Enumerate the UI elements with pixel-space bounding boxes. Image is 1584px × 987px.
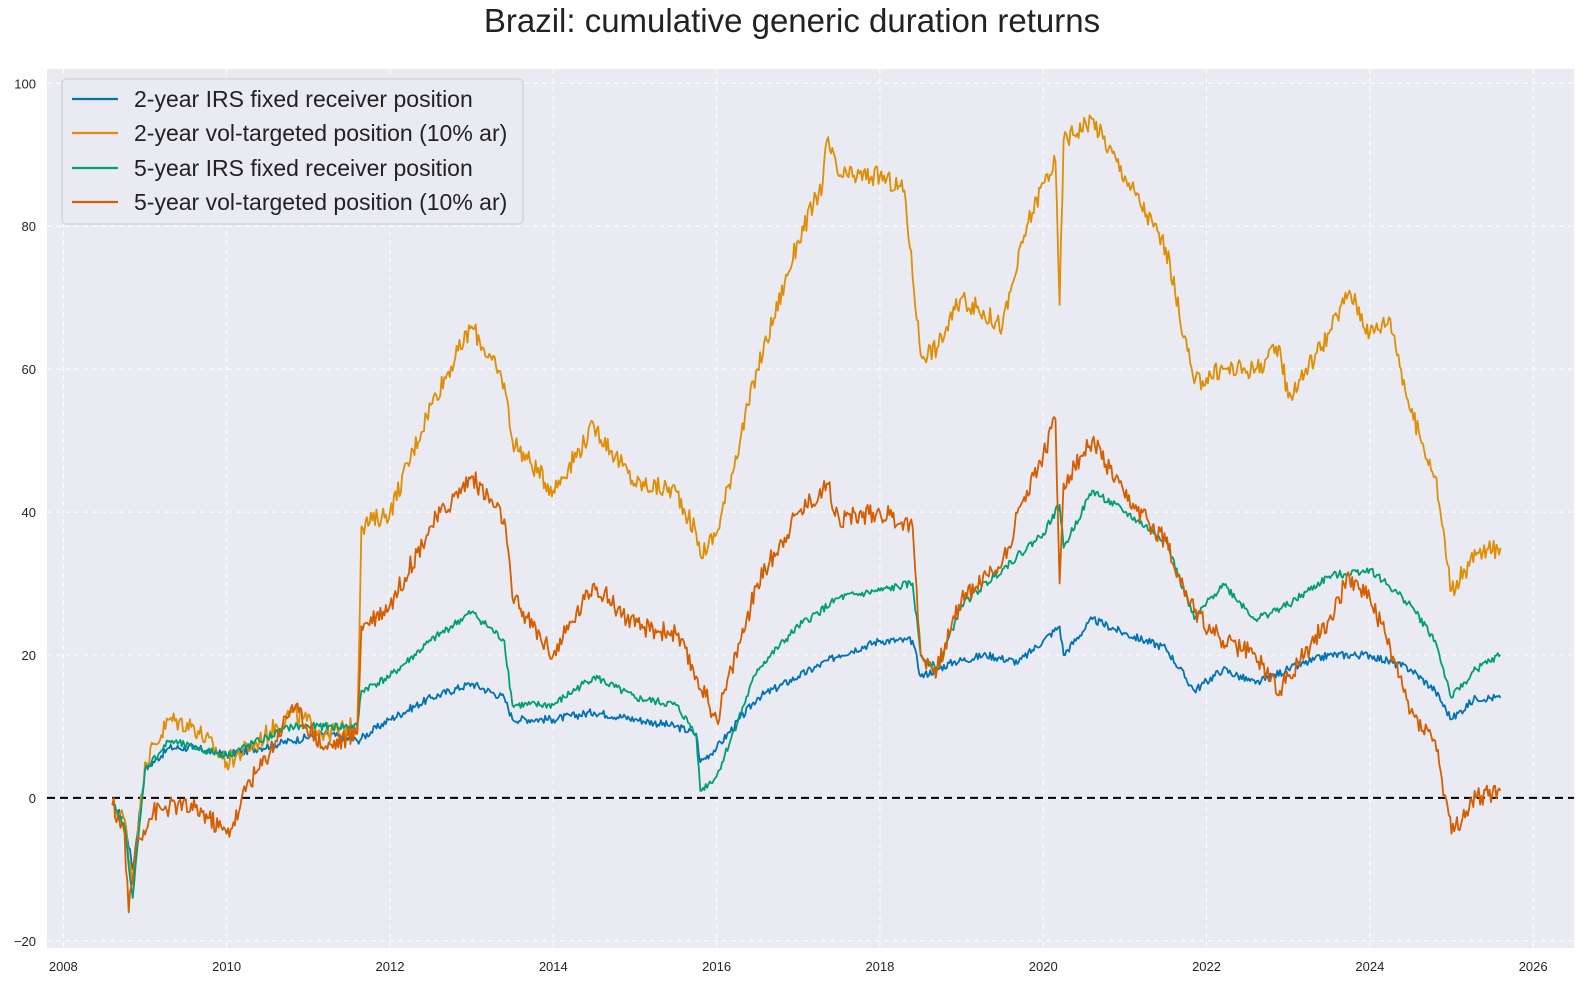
legend-label-5y-irs: 5-year IRS fixed receiver position <box>134 155 473 181</box>
x-tick-label: 2014 <box>539 959 568 974</box>
series-group <box>111 114 1502 914</box>
y-axis: −20 0 20 40 60 80 100 <box>14 76 36 949</box>
x-axis: 2008 2010 2012 2014 2016 2018 2020 2022 2024 2026 <box>49 959 1548 974</box>
series-line-5y-vol <box>111 416 1502 914</box>
y-tick-label: 0 <box>29 791 36 806</box>
legend-label-5y-vol: 5-year vol-targeted position (10% ar) <box>134 189 507 215</box>
y-tick-label: 80 <box>22 219 36 234</box>
chart-title: Brazil: cumulative generic duration retu… <box>483 2 1101 39</box>
x-tick-label: 2016 <box>702 959 731 974</box>
x-tick-label: 2022 <box>1192 959 1221 974</box>
legend: 2-year IRS fixed receiver position 2-yea… <box>61 78 524 225</box>
series-line-5y-irs <box>111 489 1502 899</box>
y-tick-label: 60 <box>22 362 36 377</box>
legend-box <box>61 78 524 225</box>
x-tick-label: 2024 <box>1355 959 1384 974</box>
y-tick-label: 100 <box>14 76 36 91</box>
y-tick-label: −20 <box>14 934 36 949</box>
x-tick-label: 2012 <box>376 959 405 974</box>
legend-label-2y-irs: 2-year IRS fixed receiver position <box>134 86 473 112</box>
x-tick-label: 2018 <box>865 959 894 974</box>
legend-label-2y-vol: 2-year vol-targeted position (10% ar) <box>134 120 507 146</box>
x-tick-label: 2026 <box>1519 959 1548 974</box>
y-tick-label: 40 <box>22 505 36 520</box>
y-tick-label: 20 <box>22 648 36 663</box>
x-tick-label: 2020 <box>1029 959 1058 974</box>
x-tick-label: 2008 <box>49 959 78 974</box>
x-tick-label: 2010 <box>212 959 241 974</box>
